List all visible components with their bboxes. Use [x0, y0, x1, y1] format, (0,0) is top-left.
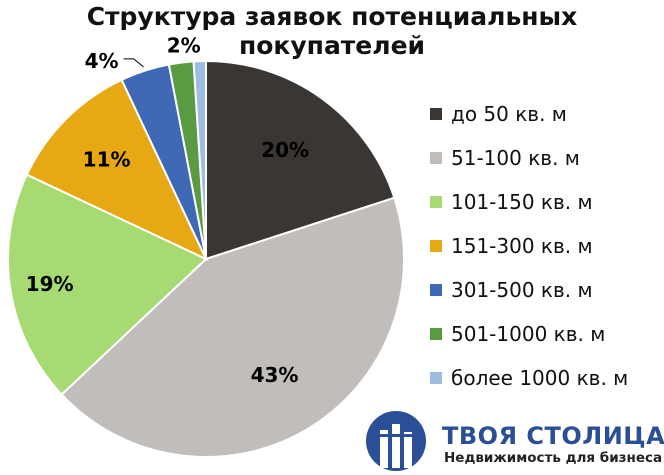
logo-tagline: Недвижимость для бизнеса — [444, 450, 663, 466]
chart-title: Структура заявок потенциальных покупател… — [86, 2, 578, 60]
legend-item: 301-500 кв. м — [430, 268, 628, 312]
legend-swatch — [430, 284, 442, 296]
leader-line — [123, 58, 144, 68]
legend-item: до 50 кв. м — [430, 92, 628, 136]
legend-swatch — [430, 108, 442, 120]
legend-label: до 50 кв. м — [451, 102, 567, 126]
logo-name: ТВОЯ СТОЛИЦА® — [442, 422, 664, 450]
data-label: 4% — [85, 49, 119, 73]
legend-item: 51-100 кв. м — [430, 136, 628, 180]
legend-label: более 1000 кв. м — [451, 366, 629, 390]
legend-item: 101-150 кв. м — [430, 180, 628, 224]
legend-label: 301-500 кв. м — [451, 278, 593, 302]
legend-label: 101-150 кв. м — [451, 190, 593, 214]
pie-slice — [25, 78, 209, 262]
legend-item: 501-1000 кв. м — [430, 312, 628, 356]
pie-slice — [192, 59, 207, 260]
pie-slice — [205, 59, 396, 261]
data-label: 19% — [26, 272, 74, 296]
legend-item: более 1000 кв. м — [430, 356, 628, 400]
building-logo-icon — [366, 411, 426, 471]
legend-swatch — [430, 152, 442, 164]
data-label: 43% — [251, 363, 299, 387]
logo-name-text: ТВОЯ СТОЛИЦА — [442, 422, 664, 450]
company-logo: ТВОЯ СТОЛИЦА® Недвижимость для бизнеса — [362, 406, 664, 472]
legend-label: 51-100 кв. м — [451, 146, 580, 170]
legend-label: 501-1000 кв. м — [451, 322, 606, 346]
pie-slice — [60, 196, 405, 459]
data-label: 11% — [83, 148, 131, 172]
legend-swatch — [430, 372, 442, 384]
pie-slice — [7, 173, 208, 396]
legend-item: 151-300 кв. м — [430, 224, 628, 268]
legend-swatch — [430, 328, 442, 340]
legend-label: 151-300 кв. м — [451, 234, 593, 258]
data-label: 20% — [261, 138, 309, 162]
legend-swatch — [430, 196, 442, 208]
legend-swatch — [430, 240, 442, 252]
chart-legend: до 50 кв. м 51-100 кв. м 101-150 кв. м 1… — [430, 92, 628, 400]
data-label: 2% — [167, 34, 201, 58]
